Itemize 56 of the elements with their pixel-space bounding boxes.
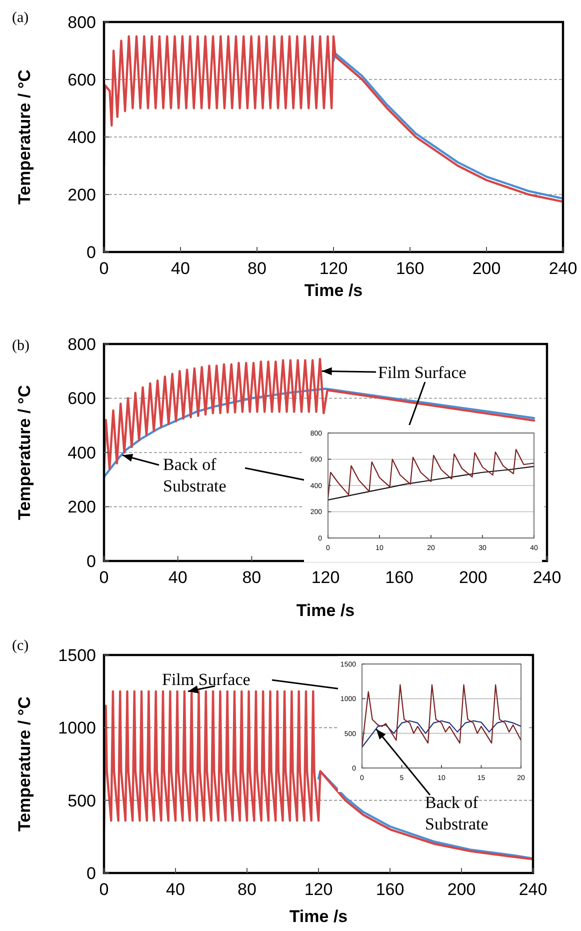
- x-tick-label: 0: [99, 568, 109, 587]
- line-series: [362, 720, 521, 748]
- annotation: Film Surface: [378, 363, 466, 382]
- line-series: [104, 35, 563, 203]
- y-axis-title: Temperature / °C: [15, 385, 34, 520]
- x-axis-title: Time /s: [296, 601, 355, 620]
- x-tick-label: 200: [472, 259, 501, 278]
- x-tick-label: 160: [376, 880, 404, 899]
- line-series: [104, 388, 536, 478]
- y-tick-label: 200: [68, 185, 96, 204]
- x-tick-label: 40: [168, 568, 188, 587]
- x-tick-label: 160: [385, 568, 414, 587]
- y-tick-label: 200: [68, 498, 96, 517]
- x-tick-label: 240: [518, 880, 548, 899]
- x-axis-title: Time /s: [289, 907, 348, 926]
- line-series: [328, 466, 534, 500]
- y-tick-label: 1000: [58, 718, 96, 738]
- annotation: Back of Substrate: [425, 793, 488, 834]
- annotation: Film Surface: [162, 670, 250, 689]
- y-tick-label: 400: [68, 443, 96, 462]
- x-tick-label: 0: [99, 880, 109, 899]
- line-series: [332, 52, 563, 200]
- line-series: [362, 684, 521, 748]
- line-series: [328, 448, 534, 500]
- x-tick-label: 120: [304, 880, 333, 899]
- chart-title: (c): [12, 638, 29, 654]
- y-tick-label: 0: [86, 864, 96, 883]
- chart-title: (b): [12, 338, 30, 354]
- line-series: [104, 358, 536, 473]
- y-tick-label: 600: [68, 389, 96, 408]
- y-axis-title: Temperature / °C: [15, 696, 34, 832]
- y-tick-label: 800: [68, 334, 96, 354]
- x-tick-label: 200: [447, 880, 476, 899]
- x-tick-label: 80: [248, 259, 266, 278]
- y-tick-label: 400: [68, 128, 96, 147]
- x-tick-label: 240: [548, 259, 578, 278]
- x-tick-label: 160: [396, 259, 424, 278]
- y-tick-label: 0: [86, 242, 96, 262]
- x-axis-title: Time /s: [304, 281, 363, 300]
- y-tick-label: 600: [68, 70, 96, 90]
- chart-title: (a): [12, 10, 29, 26]
- y-tick-label: 800: [68, 12, 96, 32]
- y-tick-label: 500: [68, 791, 96, 810]
- x-tick-label: 0: [99, 259, 109, 278]
- annotation: Back of Substrate: [163, 455, 226, 496]
- x-tick-label: 240: [532, 568, 562, 587]
- x-tick-label: 80: [242, 568, 262, 587]
- x-tick-label: 200: [458, 568, 488, 587]
- x-tick-label: 40: [171, 259, 190, 278]
- x-tick-label: 120: [311, 568, 340, 587]
- x-tick-label: 120: [319, 259, 348, 278]
- line-series: [317, 770, 533, 860]
- y-tick-label: 1500: [58, 646, 96, 665]
- x-tick-label: 40: [166, 880, 185, 899]
- y-axis-title: Temperature / °C: [15, 70, 34, 204]
- x-tick-label: 80: [238, 880, 256, 899]
